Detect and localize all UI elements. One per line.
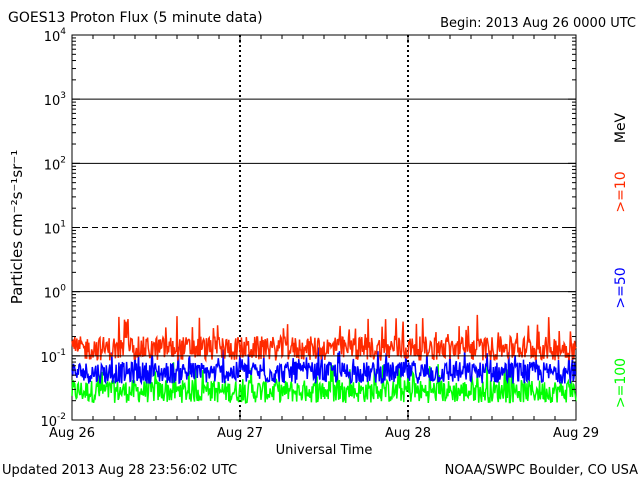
series-layer bbox=[71, 314, 577, 404]
series-line-2 bbox=[71, 362, 577, 404]
y-tick-label-5: 103 bbox=[44, 91, 66, 109]
begin-time: Begin: 2013 Aug 26 0000 UTC bbox=[440, 16, 636, 31]
y-tick-base: 10 bbox=[44, 287, 61, 302]
y-tick-base: 10 bbox=[40, 351, 57, 366]
unit-label: MeV bbox=[613, 112, 629, 143]
x-axis-label: Universal Time bbox=[276, 443, 373, 458]
y-tick-base: 10 bbox=[44, 223, 61, 238]
legend-series-50: >=50 bbox=[613, 267, 629, 308]
legend-series-100: >=100 bbox=[613, 358, 629, 408]
x-tick-layer: Aug 26 Aug 27 Aug 28 Aug 29 bbox=[49, 35, 599, 441]
y-tick-label-3: 101 bbox=[44, 220, 66, 238]
credit-text: NOAA/SWPC Boulder, CO USA bbox=[445, 463, 638, 478]
y-tick-label-6: 104 bbox=[44, 27, 67, 45]
y-tick-exponent: 4 bbox=[60, 27, 66, 37]
x-tick-label-0: Aug 26 bbox=[49, 426, 95, 441]
y-tick-exponent: 2 bbox=[60, 155, 66, 165]
x-tick-label-2: Aug 28 bbox=[385, 426, 431, 441]
updated-time: Updated 2013 Aug 28 23:56:02 UTC bbox=[2, 463, 237, 478]
chart-title: GOES13 Proton Flux (5 minute data) bbox=[8, 10, 263, 26]
y-tick-base: 10 bbox=[44, 94, 61, 109]
y-tick-exponent: -1 bbox=[57, 348, 66, 358]
y-tick-base: 10 bbox=[44, 158, 61, 173]
y-tick-exponent: 1 bbox=[60, 220, 66, 230]
y-tick-label-4: 102 bbox=[44, 155, 66, 173]
series-line-0 bbox=[71, 314, 577, 363]
y-tick-label-0: 10-2 bbox=[40, 412, 66, 430]
y-tick-exponent: 0 bbox=[60, 284, 66, 294]
grid-layer bbox=[72, 98, 576, 293]
y-tick-exponent: 3 bbox=[60, 91, 66, 101]
legend-series-10: >=10 bbox=[613, 171, 629, 212]
y-tick-base: 10 bbox=[40, 415, 57, 430]
x-tick-label-3: Aug 29 bbox=[553, 426, 599, 441]
series-line-1 bbox=[71, 346, 577, 386]
y-tick-base: 10 bbox=[44, 30, 61, 45]
x-tick-label-1: Aug 27 bbox=[217, 426, 263, 441]
y-axis-label: Particles cm⁻²s⁻¹sr⁻¹ bbox=[8, 150, 26, 304]
y-tick-label-1: 10-1 bbox=[40, 348, 66, 366]
y-tick-label-2: 100 bbox=[44, 284, 67, 302]
y-tick-exponent: -2 bbox=[57, 412, 66, 422]
